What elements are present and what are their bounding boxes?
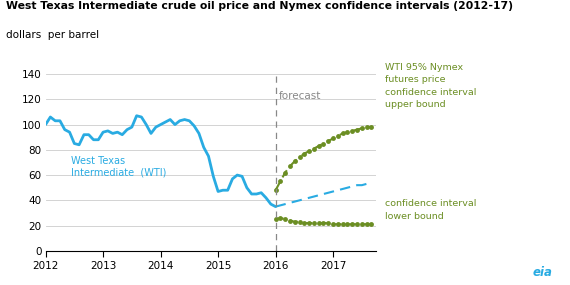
Text: West Texas
Intermediate  (WTI): West Texas Intermediate (WTI) (71, 156, 167, 178)
Text: confidence interval
lower bound: confidence interval lower bound (385, 200, 476, 221)
Text: forecast: forecast (279, 91, 321, 101)
Text: dollars  per barrel: dollars per barrel (6, 30, 99, 40)
Text: WTI 95% Nymex
futures price
confidence interval
upper bound: WTI 95% Nymex futures price confidence i… (385, 63, 476, 109)
Text: West Texas Intermediate crude oil price and Nymex confidence intervals (2012-17): West Texas Intermediate crude oil price … (6, 1, 512, 11)
Text: eia: eia (533, 266, 553, 279)
